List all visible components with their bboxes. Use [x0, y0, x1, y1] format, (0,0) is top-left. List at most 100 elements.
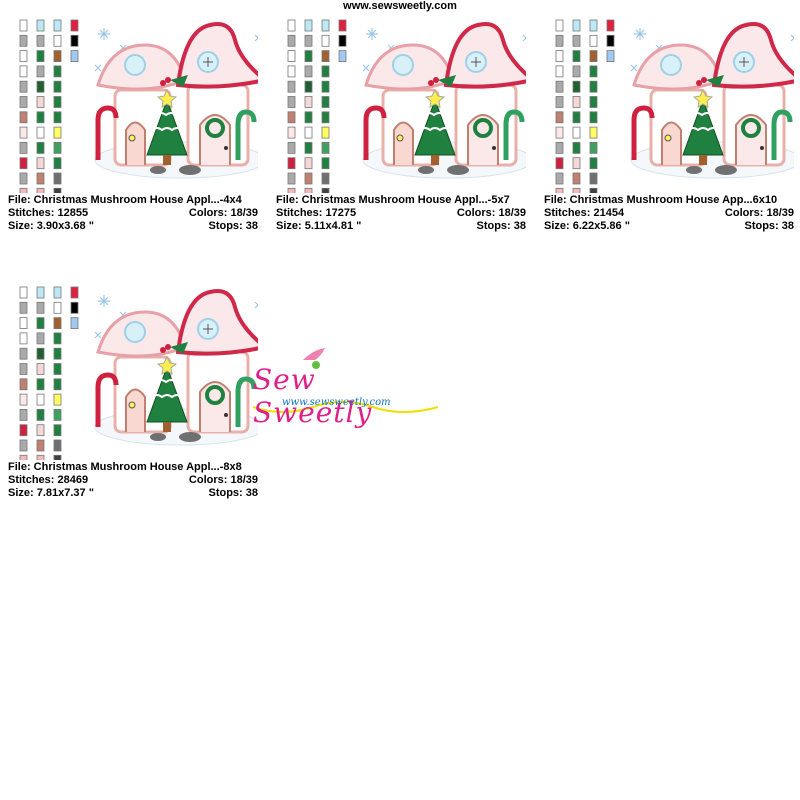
color-swatch — [589, 172, 598, 185]
color-swatch — [287, 19, 296, 32]
color-swatch — [19, 347, 28, 360]
site-url: www.sewsweetly.com — [343, 0, 457, 12]
design-image — [95, 291, 258, 445]
color-swatch — [19, 317, 28, 329]
color-swatch — [19, 424, 28, 437]
color-swatch — [572, 187, 581, 193]
color-swatch — [589, 157, 598, 170]
color-swatch — [555, 187, 564, 193]
size-row: Size: 7.81x7.37 " Stops: 38 — [8, 487, 258, 500]
color-swatch — [321, 187, 330, 193]
color-swatch — [36, 65, 45, 78]
color-swatch — [338, 34, 347, 47]
color-swatch — [589, 19, 598, 32]
color-swatch — [70, 317, 79, 329]
color-swatch — [304, 96, 313, 108]
size: Size: 3.90x3.68 " — [8, 220, 94, 232]
logo-name: Sew Sweetly — [253, 363, 373, 429]
color-swatch — [70, 301, 79, 314]
color-swatch — [572, 126, 581, 139]
color-swatch — [36, 19, 45, 32]
color-swatch — [572, 157, 581, 170]
color-swatch — [36, 424, 45, 437]
color-swatch — [19, 96, 28, 108]
design-image — [363, 24, 526, 178]
color-swatch — [36, 187, 45, 193]
stops: Stops: 38 — [744, 220, 794, 232]
color-swatch — [555, 111, 564, 124]
color-swatch — [338, 50, 347, 62]
stitch-row: Stitches: 12855 Colors: 18/39 — [8, 207, 258, 220]
color-swatch — [19, 126, 28, 139]
color-swatch — [589, 126, 598, 139]
color-swatch — [304, 142, 313, 154]
logo: Sew Sweetly www.sewsweetly.com — [248, 345, 443, 429]
color-swatch — [53, 19, 62, 32]
stitches: Stitches: 21454 — [544, 207, 625, 219]
color-swatch — [53, 142, 62, 154]
color-swatch — [36, 317, 45, 329]
color-swatch — [53, 172, 62, 185]
color-swatch — [36, 332, 45, 345]
color-swatch — [555, 172, 564, 185]
color-swatch — [287, 126, 296, 139]
color-swatch — [36, 454, 45, 460]
design-preview — [19, 286, 258, 460]
color-swatch — [572, 96, 581, 108]
color-swatch — [36, 157, 45, 170]
color-swatch — [19, 157, 28, 170]
color-swatch — [321, 50, 330, 62]
color-swatch — [321, 34, 330, 47]
design-preview — [287, 19, 526, 193]
stitches: Stitches: 12855 — [8, 207, 89, 219]
color-swatch — [53, 409, 62, 421]
color-swatch — [572, 34, 581, 47]
file-name: File: Christmas Mushroom House App...6x1… — [544, 194, 778, 206]
colors: Colors: 18/39 — [456, 207, 526, 219]
color-swatch — [589, 187, 598, 193]
color-swatch — [572, 19, 581, 32]
size: Size: 5.11x4.81 " — [276, 220, 362, 232]
color-swatch — [53, 424, 62, 437]
color-swatch — [36, 378, 45, 391]
color-swatch — [53, 65, 62, 78]
file-name: File: Christmas Mushroom House Appl...-5… — [276, 194, 510, 206]
color-swatch — [36, 286, 45, 299]
color-swatch — [19, 172, 28, 185]
color-swatch — [606, 34, 615, 47]
size: Size: 7.81x7.37 " — [8, 487, 94, 499]
size-row: Size: 6.22x5.86 " Stops: 38 — [544, 220, 794, 233]
color-swatch — [36, 347, 45, 360]
color-swatch — [606, 19, 615, 32]
color-swatch — [19, 142, 28, 154]
color-swatch — [53, 301, 62, 314]
colors: Colors: 18/39 — [724, 207, 794, 219]
stops: Stops: 38 — [476, 220, 526, 232]
color-swatch — [606, 50, 615, 62]
color-swatch — [304, 111, 313, 124]
color-swatch — [572, 172, 581, 185]
color-swatch — [555, 157, 564, 170]
color-swatch — [555, 96, 564, 108]
color-swatch — [19, 378, 28, 391]
color-swatch — [19, 19, 28, 32]
color-swatch — [53, 126, 62, 139]
color-swatch — [287, 65, 296, 78]
color-swatch — [36, 142, 45, 154]
color-swatch — [19, 65, 28, 78]
size: Size: 6.22x5.86 " — [544, 220, 630, 232]
color-swatch — [36, 363, 45, 375]
color-swatch — [53, 96, 62, 108]
color-swatch — [304, 80, 313, 93]
design-card: File: Christmas Mushroom House Appl...-8… — [8, 285, 258, 515]
color-swatch — [19, 393, 28, 406]
logo-art — [252, 348, 439, 413]
color-swatch — [304, 157, 313, 170]
color-swatch — [36, 50, 45, 62]
color-swatch — [36, 409, 45, 421]
color-swatch — [555, 142, 564, 154]
color-swatch — [304, 34, 313, 47]
color-swatch — [36, 172, 45, 185]
color-swatch — [321, 142, 330, 154]
